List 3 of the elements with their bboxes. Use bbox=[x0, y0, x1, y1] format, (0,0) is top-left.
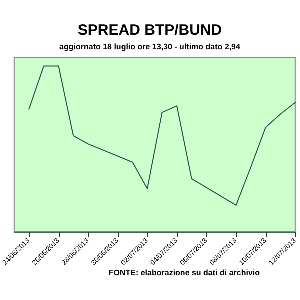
chart-subtitle: aggiornato 18 luglio ore 13,30 - ultimo dato 2,94 bbox=[60, 42, 242, 52]
source-note: FONTE: elaborazione su dati di archivio bbox=[108, 268, 260, 278]
chart-title: SPREAD BTP/BUND bbox=[78, 22, 222, 39]
